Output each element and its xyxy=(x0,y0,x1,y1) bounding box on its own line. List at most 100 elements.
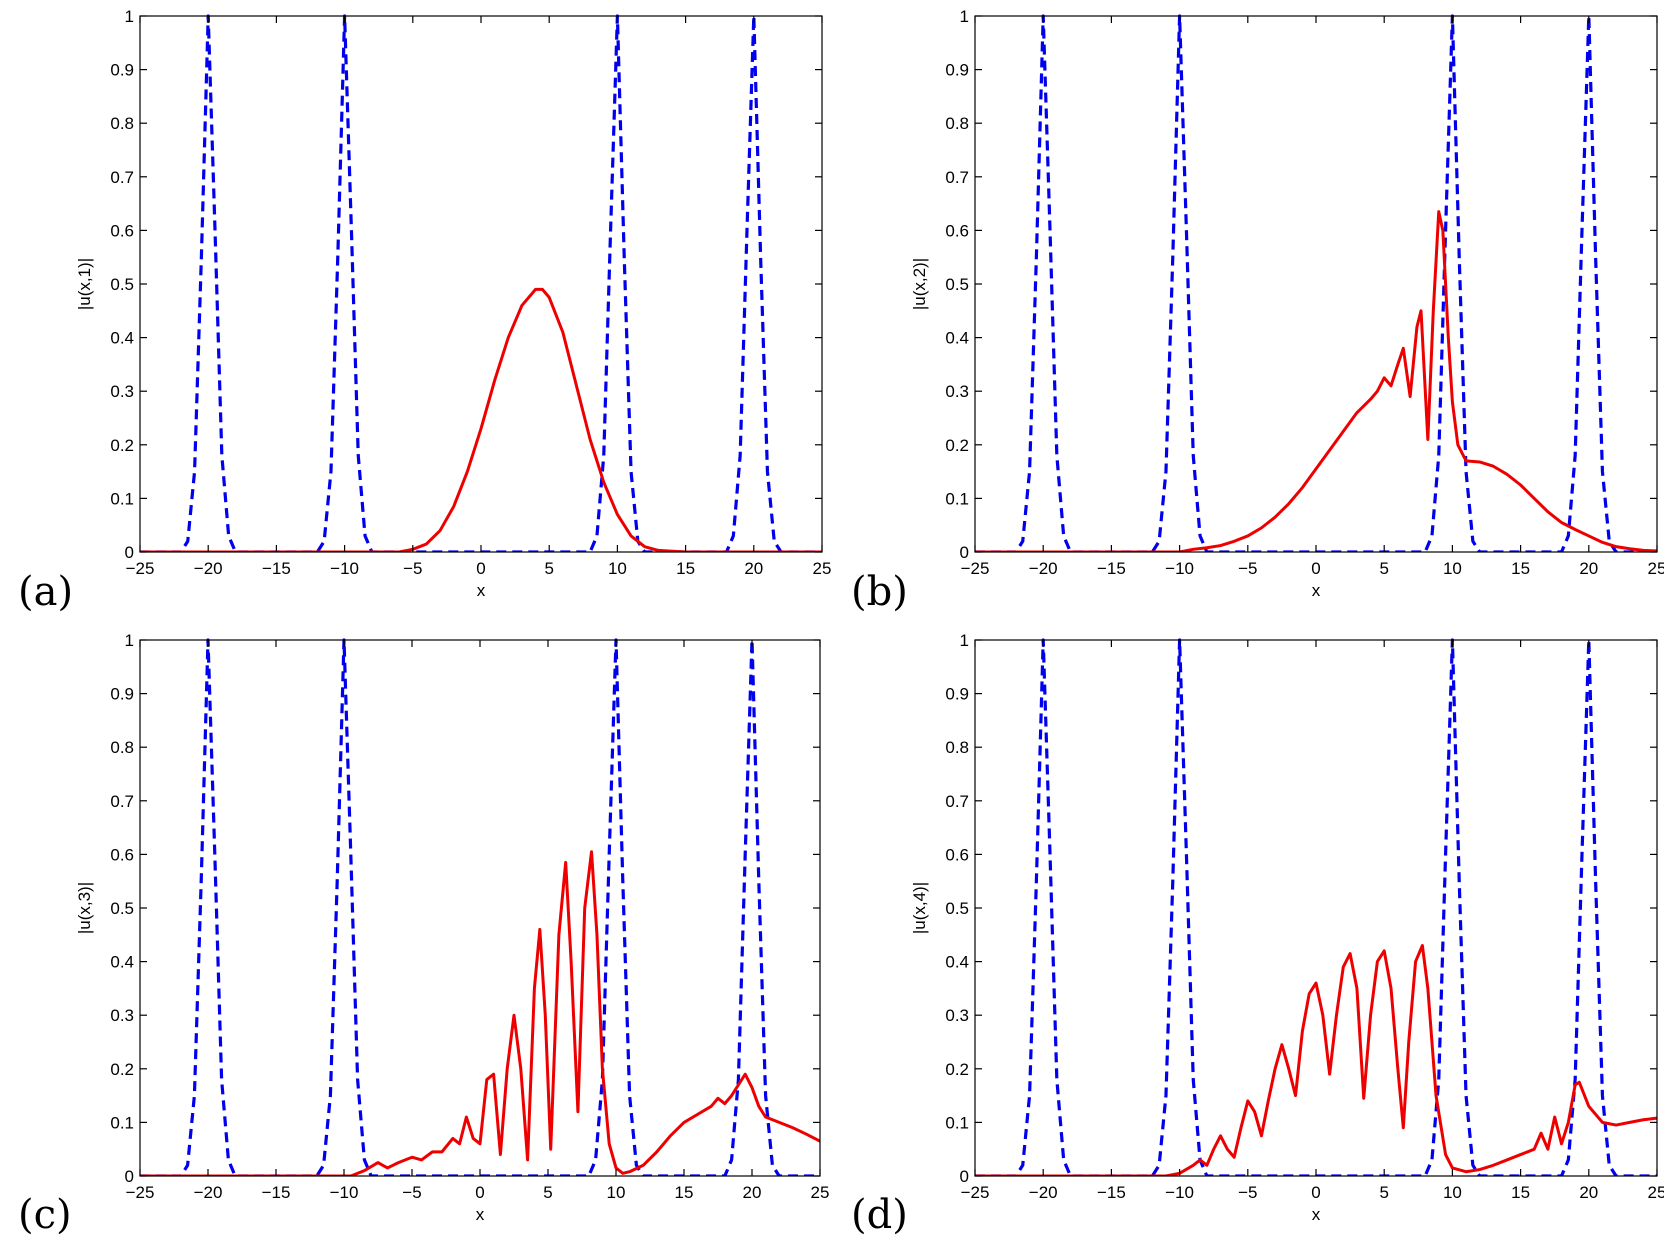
x-tick-label-2-10: 25 xyxy=(811,1183,830,1202)
x-tick-label-1-4: −5 xyxy=(1238,559,1257,578)
axes-frame-2 xyxy=(139,639,821,1177)
x-tick-label-2-2: −15 xyxy=(262,1183,291,1202)
y-tick-label-2-9: 0.9 xyxy=(110,685,134,704)
x-tick-label-0-10: 25 xyxy=(813,559,832,578)
y-tick-label-2-5: 0.5 xyxy=(110,899,134,918)
solution-line-0 xyxy=(140,287,822,552)
x-tick-label-2-5: 0 xyxy=(475,1183,484,1202)
y-tick-label-3-1: 0.1 xyxy=(945,1113,969,1132)
y-tick-label-0-0: 0 xyxy=(125,543,134,562)
y-axis-label-2: |u(x,3)| xyxy=(75,882,94,934)
x-tick-label-3-7: 10 xyxy=(1443,1183,1462,1202)
x-tick-label-0-0: −25 xyxy=(126,559,155,578)
panel-0: −25 −20 −15 −10 −5 0 5 10 15 20 25 0 0.1 0.2 0.3 0.4 0.5… xyxy=(18,7,831,615)
y-tick-label-1-1: 0.1 xyxy=(945,489,969,508)
potential-line-3 xyxy=(975,638,1657,1176)
x-tick-label-2-6: 5 xyxy=(543,1183,552,1202)
y-tick-label-1-10: 1 xyxy=(960,7,969,26)
y-tick-label-1-9: 0.9 xyxy=(945,61,969,80)
axes-frame-3 xyxy=(974,639,1658,1177)
y-tick-label-2-10: 1 xyxy=(125,631,134,650)
y-tick-label-0-7: 0.7 xyxy=(110,168,134,187)
y-tick-label-0-3: 0.3 xyxy=(110,382,134,401)
y-tick-label-2-3: 0.3 xyxy=(110,1006,134,1025)
x-tick-label-2-8: 15 xyxy=(675,1183,694,1202)
y-tick-label-1-6: 0.6 xyxy=(945,221,969,240)
y-tick-label-2-8: 0.8 xyxy=(110,738,134,757)
y-tick-label-2-6: 0.6 xyxy=(110,845,134,864)
y-tick-label-2-1: 0.1 xyxy=(110,1113,134,1132)
x-tick-label-1-8: 15 xyxy=(1511,559,1530,578)
x-tick-label-1-2: −15 xyxy=(1097,559,1126,578)
y-tick-label-1-7: 0.7 xyxy=(945,168,969,187)
y-tick-label-3-6: 0.6 xyxy=(945,845,969,864)
x-tick-label-1-6: 5 xyxy=(1379,559,1388,578)
y-tick-label-3-3: 0.3 xyxy=(945,1006,969,1025)
solution-line-3 xyxy=(975,944,1657,1176)
y-tick-label-0-6: 0.6 xyxy=(110,221,134,240)
x-tick-label-3-5: 0 xyxy=(1311,1183,1320,1202)
y-tick-label-2-4: 0.4 xyxy=(110,953,134,972)
x-axis-label-1: x xyxy=(1312,581,1321,600)
x-tick-label-1-7: 10 xyxy=(1443,559,1462,578)
x-tick-label-2-4: −5 xyxy=(402,1183,421,1202)
x-tick-label-2-9: 20 xyxy=(743,1183,762,1202)
y-tick-label-1-0: 0 xyxy=(960,543,969,562)
axes-frame-0 xyxy=(139,15,823,553)
panel-label-1: (b) xyxy=(851,569,908,615)
panel-label-2: (c) xyxy=(18,1192,72,1238)
x-tick-label-0-9: 20 xyxy=(744,559,763,578)
x-tick-label-2-7: 10 xyxy=(607,1183,626,1202)
panel-label-3: (d) xyxy=(851,1192,908,1238)
x-tick-label-1-1: −20 xyxy=(1029,559,1058,578)
y-tick-label-1-8: 0.8 xyxy=(945,114,969,133)
potential-line-1 xyxy=(975,14,1657,552)
panel-label-0: (a) xyxy=(18,569,73,615)
y-tick-label-3-5: 0.5 xyxy=(945,899,969,918)
x-tick-label-0-5: 0 xyxy=(476,559,485,578)
y-tick-label-2-2: 0.2 xyxy=(110,1060,134,1079)
y-tick-label-0-8: 0.8 xyxy=(110,114,134,133)
y-tick-label-0-9: 0.9 xyxy=(110,61,134,80)
x-tick-label-3-6: 5 xyxy=(1379,1183,1388,1202)
y-tick-label-3-4: 0.4 xyxy=(945,953,969,972)
x-tick-label-1-3: −10 xyxy=(1165,559,1194,578)
x-tick-label-0-3: −10 xyxy=(330,559,359,578)
x-tick-label-0-2: −15 xyxy=(262,559,291,578)
y-tick-label-2-7: 0.7 xyxy=(110,792,134,811)
x-tick-label-1-10: 25 xyxy=(1648,559,1664,578)
y-tick-label-0-4: 0.4 xyxy=(110,329,134,348)
x-tick-label-1-5: 0 xyxy=(1311,559,1320,578)
y-tick-label-2-0: 0 xyxy=(125,1167,134,1186)
x-tick-label-3-4: −5 xyxy=(1238,1183,1257,1202)
potential-line-2 xyxy=(140,638,820,1176)
y-tick-label-1-5: 0.5 xyxy=(945,275,969,294)
x-tick-label-3-0: −25 xyxy=(961,1183,990,1202)
x-axis-label-2: x xyxy=(476,1205,485,1224)
y-tick-label-3-9: 0.9 xyxy=(945,685,969,704)
y-tick-label-3-10: 1 xyxy=(960,631,969,650)
y-tick-label-3-7: 0.7 xyxy=(945,792,969,811)
panel-3: −25 −20 −15 −10 −5 0 5 10 15 20 25 0 0.1 0.2 0.3 0.4 0.5… xyxy=(851,631,1664,1238)
panel-2: −25 −20 −15 −10 −5 0 5 10 15 20 25 0 0.1 0.2 0.3 0.4 0.5… xyxy=(18,631,829,1238)
y-axis-label-1: |u(x,2)| xyxy=(910,258,929,310)
x-axis-label-0: x xyxy=(477,581,486,600)
x-tick-label-2-3: −10 xyxy=(330,1183,359,1202)
solution-line-1 xyxy=(975,210,1657,552)
x-tick-label-1-0: −25 xyxy=(961,559,990,578)
y-tick-label-3-8: 0.8 xyxy=(945,738,969,757)
x-tick-label-0-8: 15 xyxy=(676,559,695,578)
x-axis-label-3: x xyxy=(1312,1205,1321,1224)
solution-line-2 xyxy=(140,850,820,1176)
x-tick-label-3-9: 20 xyxy=(1579,1183,1598,1202)
y-tick-label-3-0: 0 xyxy=(960,1167,969,1186)
y-tick-label-0-1: 0.1 xyxy=(110,489,134,508)
x-tick-label-2-0: −25 xyxy=(126,1183,155,1202)
x-tick-label-0-1: −20 xyxy=(194,559,223,578)
y-axis-label-0: |u(x,1)| xyxy=(75,258,94,310)
y-tick-label-0-2: 0.2 xyxy=(110,436,134,455)
y-tick-label-0-5: 0.5 xyxy=(110,275,134,294)
x-tick-label-3-10: 25 xyxy=(1648,1183,1664,1202)
y-tick-label-1-4: 0.4 xyxy=(945,329,969,348)
